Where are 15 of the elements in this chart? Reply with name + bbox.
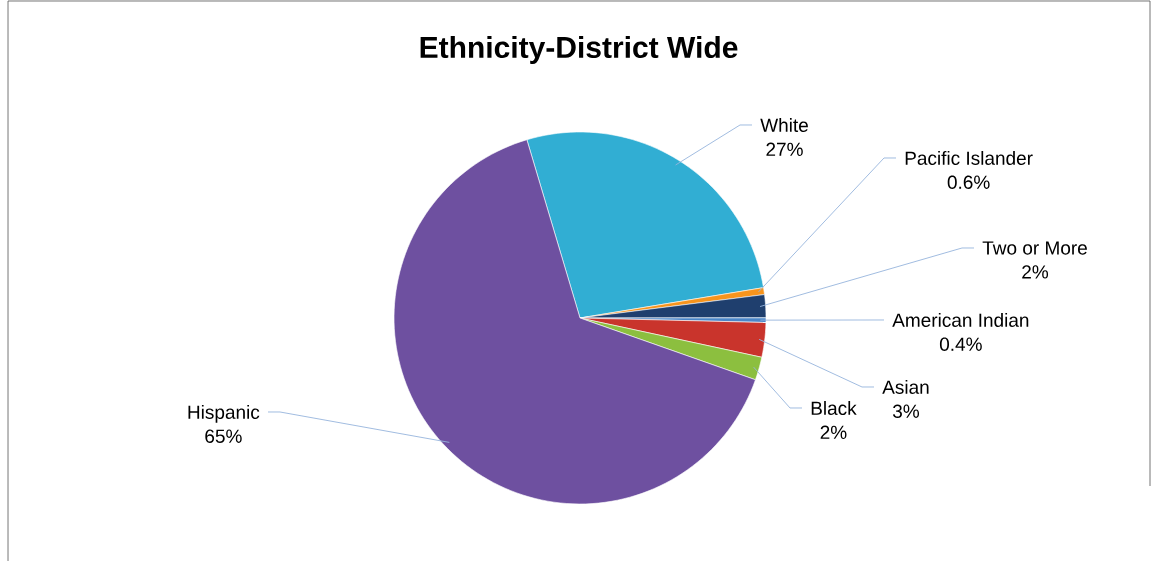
slice-label: American Indian bbox=[892, 313, 1029, 327]
slice-label: Two or More bbox=[982, 241, 1087, 255]
data-label: 65% bbox=[205, 429, 242, 443]
data-label: 2% bbox=[820, 425, 847, 439]
data-label: 2% bbox=[1022, 265, 1049, 279]
slice-label: Black bbox=[811, 401, 857, 415]
data-label: 3% bbox=[892, 404, 920, 418]
slice-label: Hispanic bbox=[188, 405, 260, 423]
data-label: 27% bbox=[766, 142, 803, 156]
data-label: 0.6% bbox=[947, 175, 990, 189]
chart-title: Ethnicity-District Wide bbox=[420, 36, 738, 64]
data-label: 0.4% bbox=[939, 337, 982, 351]
slice-label: White bbox=[760, 118, 808, 132]
slice-label: Asian bbox=[882, 380, 929, 394]
slice-label: Pacific Islander bbox=[905, 151, 1033, 165]
